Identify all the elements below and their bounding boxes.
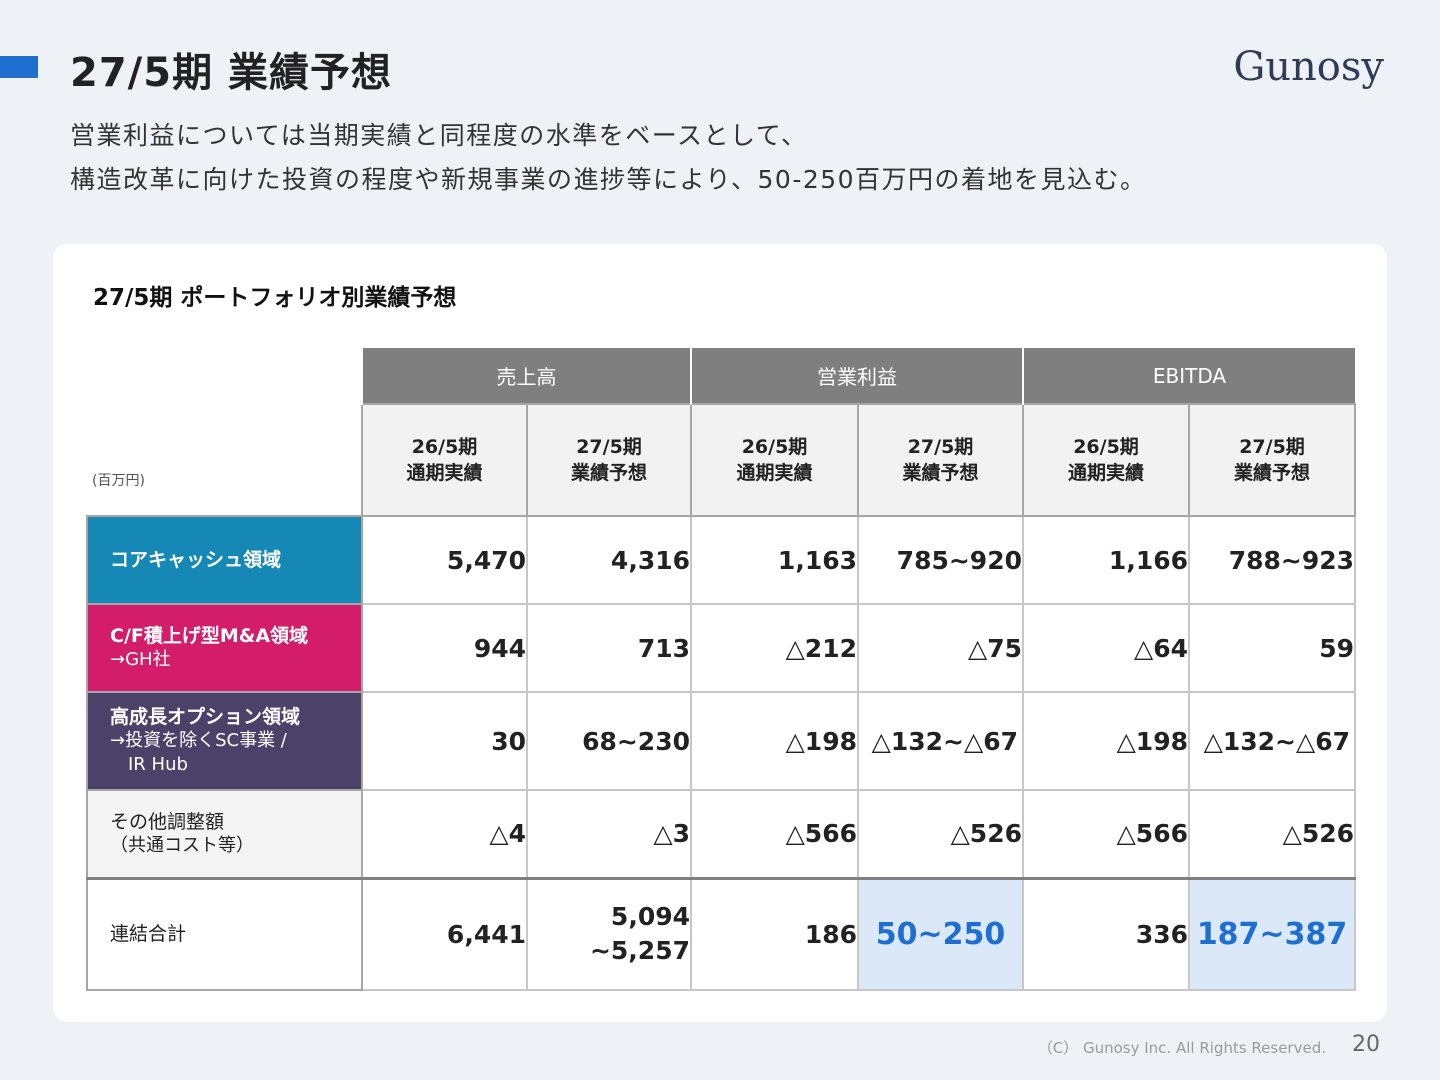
subheader-cell: 27/5期 業績予想 bbox=[857, 403, 1024, 517]
value-cell: △526 bbox=[1187, 789, 1357, 879]
table-row: C/F積上げ型M&A領域 →GH社 944 713 △212 △75 △64 59 bbox=[86, 603, 1357, 693]
group-header-row: 売上高 営業利益 EBITDA bbox=[87, 348, 1356, 404]
value-cell: △75 bbox=[857, 603, 1024, 693]
value-cell: 713 bbox=[526, 603, 692, 693]
subheader-blank bbox=[87, 404, 363, 516]
value-cell: △198 bbox=[690, 691, 859, 791]
value-cell: △64 bbox=[1022, 603, 1190, 693]
row-label-other-adjustments: その他調整額 （共通コスト等） bbox=[86, 789, 363, 879]
table-row: コアキャッシュ領域 5,470 4,316 1,163 785~920 1,16… bbox=[86, 515, 1357, 605]
row-label-core-cash: コアキャッシュ領域 bbox=[86, 515, 363, 605]
group-operating-profit: 営業利益 bbox=[690, 348, 1023, 404]
value-cell: △3 bbox=[526, 789, 692, 879]
row-label-high-growth: 高成長オプション領域 →投資を除くSC事業 / IR Hub bbox=[86, 691, 363, 791]
value-cell: 1,166 bbox=[1022, 515, 1190, 605]
subheader-cell: 27/5期 業績予想 bbox=[1187, 403, 1357, 517]
copyright: （C） Gunosy Inc. All Rights Reserved. bbox=[1037, 1039, 1326, 1057]
value-cell: △4 bbox=[361, 789, 528, 879]
subheader-cell: 26/5期 通期実績 bbox=[690, 403, 859, 517]
value-cell: 5,470 bbox=[361, 515, 528, 605]
highlight-cell-operating-profit: 50~250 bbox=[857, 876, 1024, 991]
page-title: 27/5期 業績予想 bbox=[70, 50, 393, 96]
value-cell: 788~923 bbox=[1187, 515, 1357, 605]
value-cell: 59 bbox=[1187, 603, 1357, 693]
value-cell: △132~△67 bbox=[857, 691, 1024, 791]
table-row-total: 連結合計 6,441 5,094 ~5,257 186 50~250 336 18… bbox=[86, 876, 1357, 991]
value-cell: 785~920 bbox=[857, 515, 1024, 605]
value-cell: 68~230 bbox=[526, 691, 692, 791]
value-cell: 336 bbox=[1022, 876, 1190, 991]
gunosy-logo: Gunosy bbox=[1233, 44, 1384, 90]
value-cell: △132~△67 bbox=[1187, 691, 1357, 791]
value-cell: 5,094 ~5,257 bbox=[526, 876, 692, 991]
value-cell: 944 bbox=[361, 603, 528, 693]
value-cell: △526 bbox=[857, 789, 1024, 879]
header-blank bbox=[87, 348, 362, 404]
forecast-table: 売上高 営業利益 EBITDA 26/5期 通期実績 27/5期 業績予想 26/5… bbox=[86, 348, 1357, 991]
page-subtitle: 営業利益については当期実績と同程度の水準をベースとして、 構造改革に向けた投資の… bbox=[70, 114, 1147, 202]
subtitle-line-1: 営業利益については当期実績と同程度の水準をベースとして、 bbox=[70, 121, 808, 150]
table-row: 高成長オプション領域 →投資を除くSC事業 / IR Hub 30 68~230 △… bbox=[86, 691, 1357, 791]
value-cell: 4,316 bbox=[526, 515, 692, 605]
subheader-cell: 27/5期 業績予想 bbox=[526, 403, 692, 517]
value-cell: △212 bbox=[690, 603, 859, 693]
value-cell: △566 bbox=[690, 789, 859, 879]
value-cell: △566 bbox=[1022, 789, 1190, 879]
row-label-consolidated-total: 連結合計 bbox=[86, 876, 363, 991]
sub-header-row: 26/5期 通期実績 27/5期 業績予想 26/5期 通期実績 27/5期 業績予想 … bbox=[87, 403, 1357, 517]
title-accent-bar bbox=[0, 56, 38, 78]
value-cell: 186 bbox=[690, 876, 859, 991]
card-title: 27/5期 ポートフォリオ別業績予想 bbox=[93, 285, 457, 311]
value-cell: 30 bbox=[361, 691, 528, 791]
value-cell: 6,441 bbox=[361, 876, 528, 991]
group-ebitda: EBITDA bbox=[1021, 348, 1356, 404]
page-number: 20 bbox=[1352, 1032, 1380, 1057]
subtitle-line-2: 構造改革に向けた投資の程度や新規事業の進捗等により、50-250百万円の着地を見… bbox=[70, 165, 1147, 194]
highlight-cell-ebitda: 187~387 bbox=[1187, 876, 1357, 991]
group-sales: 売上高 bbox=[361, 348, 691, 404]
row-label-cf-ma: C/F積上げ型M&A領域 →GH社 bbox=[86, 603, 363, 693]
subheader-cell: 26/5期 通期実績 bbox=[1022, 403, 1190, 517]
table-row: その他調整額 （共通コスト等） △4 △3 △566 △526 △566 △526 bbox=[86, 789, 1357, 879]
subheader-cell: 26/5期 通期実績 bbox=[361, 403, 528, 517]
value-cell: △198 bbox=[1022, 691, 1190, 791]
value-cell: 1,163 bbox=[690, 515, 859, 605]
